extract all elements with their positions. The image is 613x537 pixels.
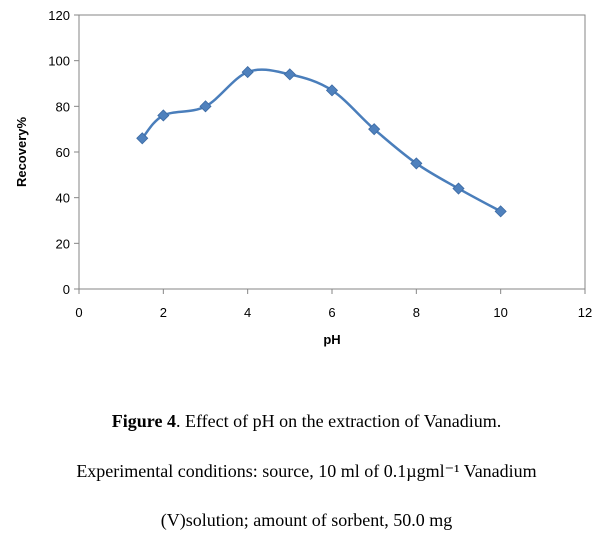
y-tick-label: 100 <box>48 54 70 69</box>
data-point-marker <box>199 100 212 113</box>
y-tick-label: 60 <box>56 145 70 160</box>
series-line <box>141 68 502 213</box>
y-tick-label: 80 <box>56 99 70 114</box>
chart: 0 20 40 60 80 100 120 0 2 4 6 8 10 12 pH Recovery% <box>14 8 592 347</box>
data-point-marker <box>136 132 149 145</box>
x-axis-title: pH <box>323 332 340 347</box>
figure-caption-line-3: (V)solution; amount of sorbent, 50.0 mg <box>160 510 453 530</box>
plot-frame <box>78 14 586 290</box>
x-tick-label: 8 <box>413 305 420 320</box>
y-axis-ticks: 0 20 40 60 80 100 120 <box>48 8 79 297</box>
data-point-marker <box>410 157 423 170</box>
x-tick-label: 12 <box>578 305 592 320</box>
y-tick-label: 40 <box>56 191 70 206</box>
x-axis-ticks: 0 2 4 6 8 10 12 <box>75 289 592 320</box>
data-point-marker <box>452 182 465 195</box>
data-point-marker <box>325 84 339 97</box>
figure-caption-line-2: Experimental conditions: source, 10 ml o… <box>76 461 537 481</box>
x-tick-label: 6 <box>328 305 335 320</box>
series-markers <box>136 66 507 218</box>
y-tick-label: 0 <box>63 282 70 297</box>
x-tick-label: 2 <box>160 305 167 320</box>
x-tick-label: 4 <box>244 305 251 320</box>
data-point-marker <box>368 123 381 136</box>
y-axis-title: Recovery% <box>14 117 29 188</box>
data-point-marker <box>157 109 170 122</box>
x-tick-label: 0 <box>75 305 82 320</box>
figure-caption-title: Figure 4. Effect of pH on the extraction… <box>0 411 613 432</box>
data-point-marker <box>283 68 296 81</box>
figure-label: Figure 4 <box>111 411 176 431</box>
data-point-marker <box>241 66 254 79</box>
x-tick-label: 10 <box>493 305 507 320</box>
figure-title-text: . Effect of pH on the extraction of Vana… <box>175 411 502 431</box>
y-tick-label: 20 <box>56 236 70 251</box>
y-tick-label: 120 <box>48 8 70 23</box>
data-point-marker <box>494 205 507 218</box>
plot-area <box>78 14 586 290</box>
